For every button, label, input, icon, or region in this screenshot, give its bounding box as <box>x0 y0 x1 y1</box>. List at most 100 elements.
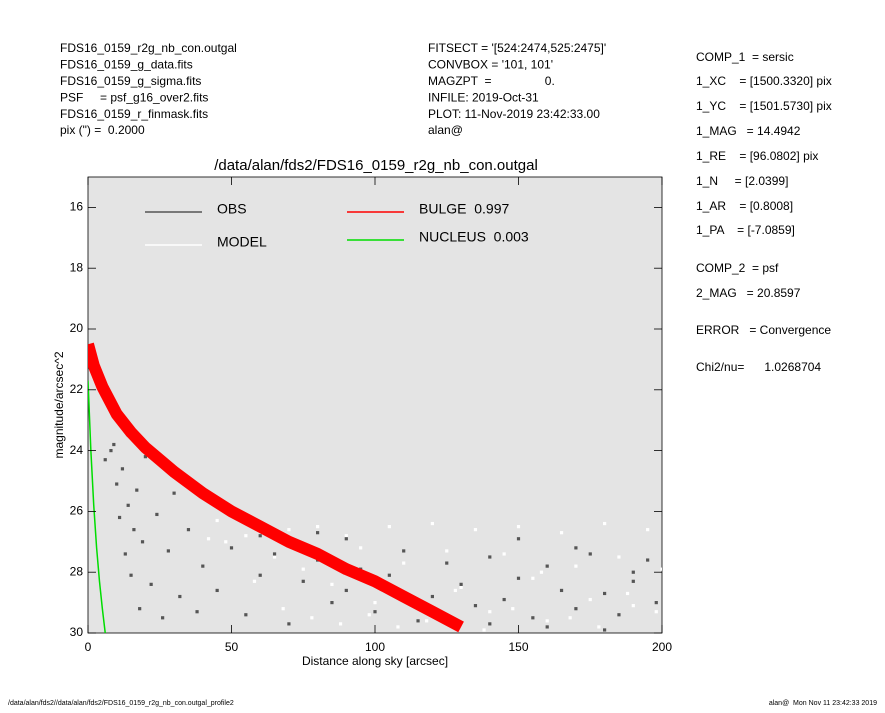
data-point <box>545 564 549 568</box>
data-point <box>430 594 434 599</box>
data-point <box>488 555 492 559</box>
legend-label: NUCLEUS 0.003 <box>419 229 529 245</box>
x-tick-label: 200 <box>652 640 672 654</box>
header-left-line: FDS16_0159_g_sigma.fits <box>60 74 201 88</box>
data-point <box>129 573 133 577</box>
fit-result-line: 2_MAG = 20.8597 <box>696 286 801 300</box>
data-point <box>531 616 535 620</box>
data-point <box>574 607 578 611</box>
data-point <box>617 555 621 559</box>
footer-right: alan@ Mon Nov 11 23:42:33 2019 <box>769 700 877 707</box>
y-tick-label: 24 <box>70 443 84 457</box>
data-point <box>646 528 650 532</box>
data-point <box>445 561 449 565</box>
data-point <box>603 628 607 632</box>
data-point <box>459 585 463 589</box>
data-point <box>367 613 371 617</box>
x-tick-label: 100 <box>365 640 385 654</box>
series-line <box>88 342 464 633</box>
header-middle-line: MAGZPT = 0. <box>428 74 555 88</box>
data-point <box>201 564 205 568</box>
data-point <box>430 521 434 526</box>
data-point <box>115 482 119 486</box>
data-point <box>186 528 191 532</box>
data-point <box>387 573 391 577</box>
data-point <box>631 579 635 583</box>
data-point <box>224 540 228 544</box>
data-point <box>178 594 182 599</box>
fit-result-line: 1_AR = [0.8008] <box>696 199 793 213</box>
header-middle-line: FITSECT = '[524:2474,525:2475]' <box>428 41 606 55</box>
data-point <box>252 579 257 583</box>
data-point <box>574 564 578 568</box>
x-tick-label: 0 <box>85 640 92 654</box>
data-point <box>166 549 170 553</box>
data-point <box>310 616 314 620</box>
header-left-line: PSF = psf_g16_over2.fits <box>60 90 208 104</box>
data-point <box>511 607 515 611</box>
data-point <box>545 619 549 623</box>
data-point <box>516 537 521 541</box>
data-point <box>338 622 343 626</box>
fit-result-line: COMP_2 = psf <box>696 261 779 275</box>
data-point <box>135 488 139 492</box>
data-point <box>488 622 492 626</box>
data-point <box>603 521 607 526</box>
data-point <box>330 601 334 605</box>
fit-result-line: Chi2/nu= 1.0268704 <box>696 360 821 374</box>
header-left-line: FDS16_0159_r_finmask.fits <box>60 107 208 121</box>
data-point <box>531 576 535 580</box>
data-point <box>631 570 635 574</box>
data-point <box>588 597 592 602</box>
footer-left: /data/alan/fds2//data/alan/fds2/FDS16_01… <box>8 700 234 707</box>
data-point <box>244 534 248 538</box>
chart-title: /data/alan/fds2/FDS16_0159_r2g_nb_con.ou… <box>214 157 538 174</box>
data-point <box>482 628 486 632</box>
data-point <box>359 546 363 550</box>
y-tick-label: 22 <box>70 382 84 396</box>
x-axis-label: Distance along sky [arcsec] <box>302 654 448 668</box>
data-point <box>301 567 305 571</box>
legend-label: BULGE 0.997 <box>419 201 509 217</box>
data-point <box>344 588 348 593</box>
data-point <box>402 561 406 565</box>
data-point <box>625 591 630 596</box>
data-point <box>272 552 277 556</box>
data-point <box>568 616 572 620</box>
data-point <box>473 528 478 532</box>
x-tick-label: 50 <box>225 640 239 654</box>
data-point <box>316 525 320 529</box>
data-point <box>138 607 142 611</box>
data-point <box>473 604 478 608</box>
data-point <box>459 582 463 586</box>
fit-result-line: ERROR = Convergence <box>696 323 831 337</box>
data-point <box>229 546 234 550</box>
plot-area <box>87 176 663 634</box>
fit-result-line: 1_RE = [96.0802] pix <box>696 149 818 163</box>
fit-result-line: 1_N = [2.0399] <box>696 174 788 188</box>
data-point <box>654 610 658 614</box>
data-point <box>445 549 449 553</box>
data-point <box>215 518 219 523</box>
data-point <box>425 619 429 623</box>
data-point <box>287 528 291 532</box>
data-point <box>402 549 406 553</box>
data-point <box>272 555 277 559</box>
fit-result-line: 1_XC = [1500.3320] pix <box>696 74 832 88</box>
data-point <box>206 537 211 541</box>
data-point <box>588 552 592 556</box>
legend-label: OBS <box>217 201 247 217</box>
data-point <box>215 588 219 593</box>
data-point <box>258 534 262 538</box>
data-point <box>161 616 165 620</box>
data-point <box>344 537 348 541</box>
data-point <box>502 597 506 602</box>
data-point <box>172 491 176 495</box>
data-point <box>373 601 377 605</box>
data-point <box>155 512 159 517</box>
fit-result-line: COMP_1 = sersic <box>696 50 794 64</box>
data-point <box>132 528 136 532</box>
data-point <box>373 610 377 614</box>
data-point <box>660 567 662 571</box>
data-point <box>344 534 348 538</box>
